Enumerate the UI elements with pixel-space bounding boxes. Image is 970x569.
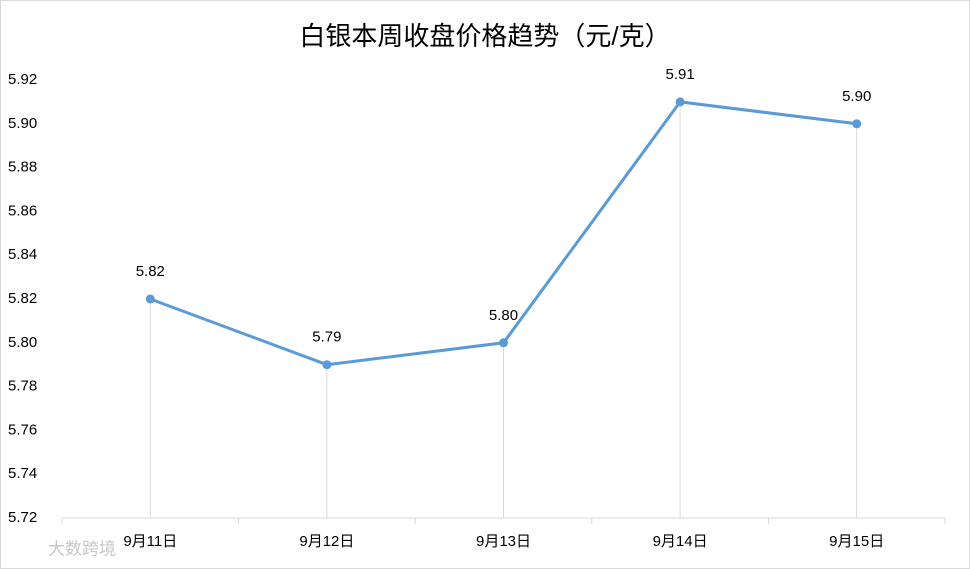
x-tick-label: 9月14日 (653, 533, 708, 550)
data-point (499, 338, 508, 348)
x-tick-label: 9月15日 (829, 533, 884, 550)
y-tick-label: 5.82 (8, 290, 37, 307)
data-point (322, 360, 332, 370)
y-tick-label: 5.80 (8, 334, 37, 351)
data-label: 5.80 (489, 307, 518, 324)
y-tick-label: 5.72 (8, 509, 37, 526)
y-tick-label: 5.88 (8, 159, 37, 176)
x-tick-label: 9月12日 (299, 533, 354, 550)
data-label: 5.79 (312, 329, 341, 346)
data-label: 5.91 (665, 66, 694, 83)
y-tick-label: 5.90 (8, 115, 37, 132)
y-tick-label: 5.74 (8, 465, 37, 482)
data-label: 5.90 (842, 88, 871, 105)
data-point (852, 119, 862, 129)
y-tick-label: 5.92 (8, 71, 37, 88)
data-label: 5.82 (136, 263, 165, 280)
data-point (145, 294, 155, 304)
x-tick-label: 9月11日 (123, 533, 177, 550)
y-tick-label: 5.76 (8, 421, 37, 438)
data-point (675, 97, 685, 107)
chart-title: 白银本周收盘价格趋势（元/克） (299, 21, 670, 51)
x-tick-label: 9月13日 (476, 533, 531, 550)
y-tick-label: 5.86 (8, 202, 37, 219)
watermark: 大数跨境 (48, 539, 116, 558)
y-tick-label: 5.78 (8, 378, 37, 395)
y-tick-label: 5.84 (8, 246, 37, 263)
